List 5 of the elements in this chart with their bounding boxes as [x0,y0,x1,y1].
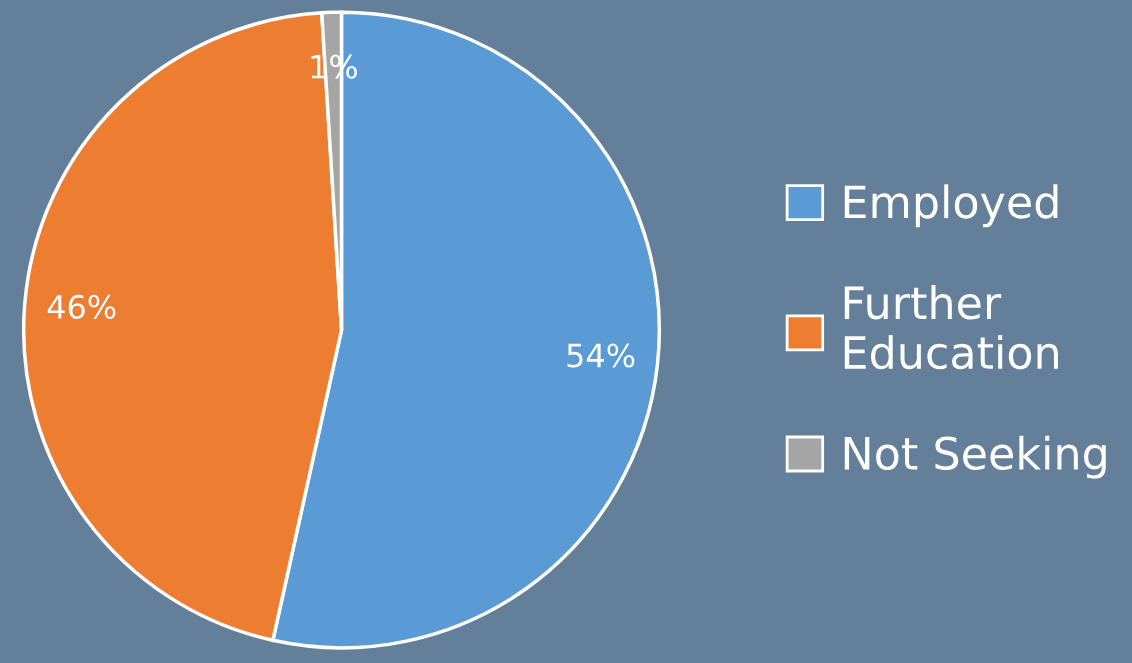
data-label: 46% [47,294,116,320]
legend-label: Employed [844,184,1058,228]
data-label: 54% [567,343,635,368]
legend-label: Not Seeking [844,435,1106,479]
legend-label: Further Education [844,285,1058,370]
